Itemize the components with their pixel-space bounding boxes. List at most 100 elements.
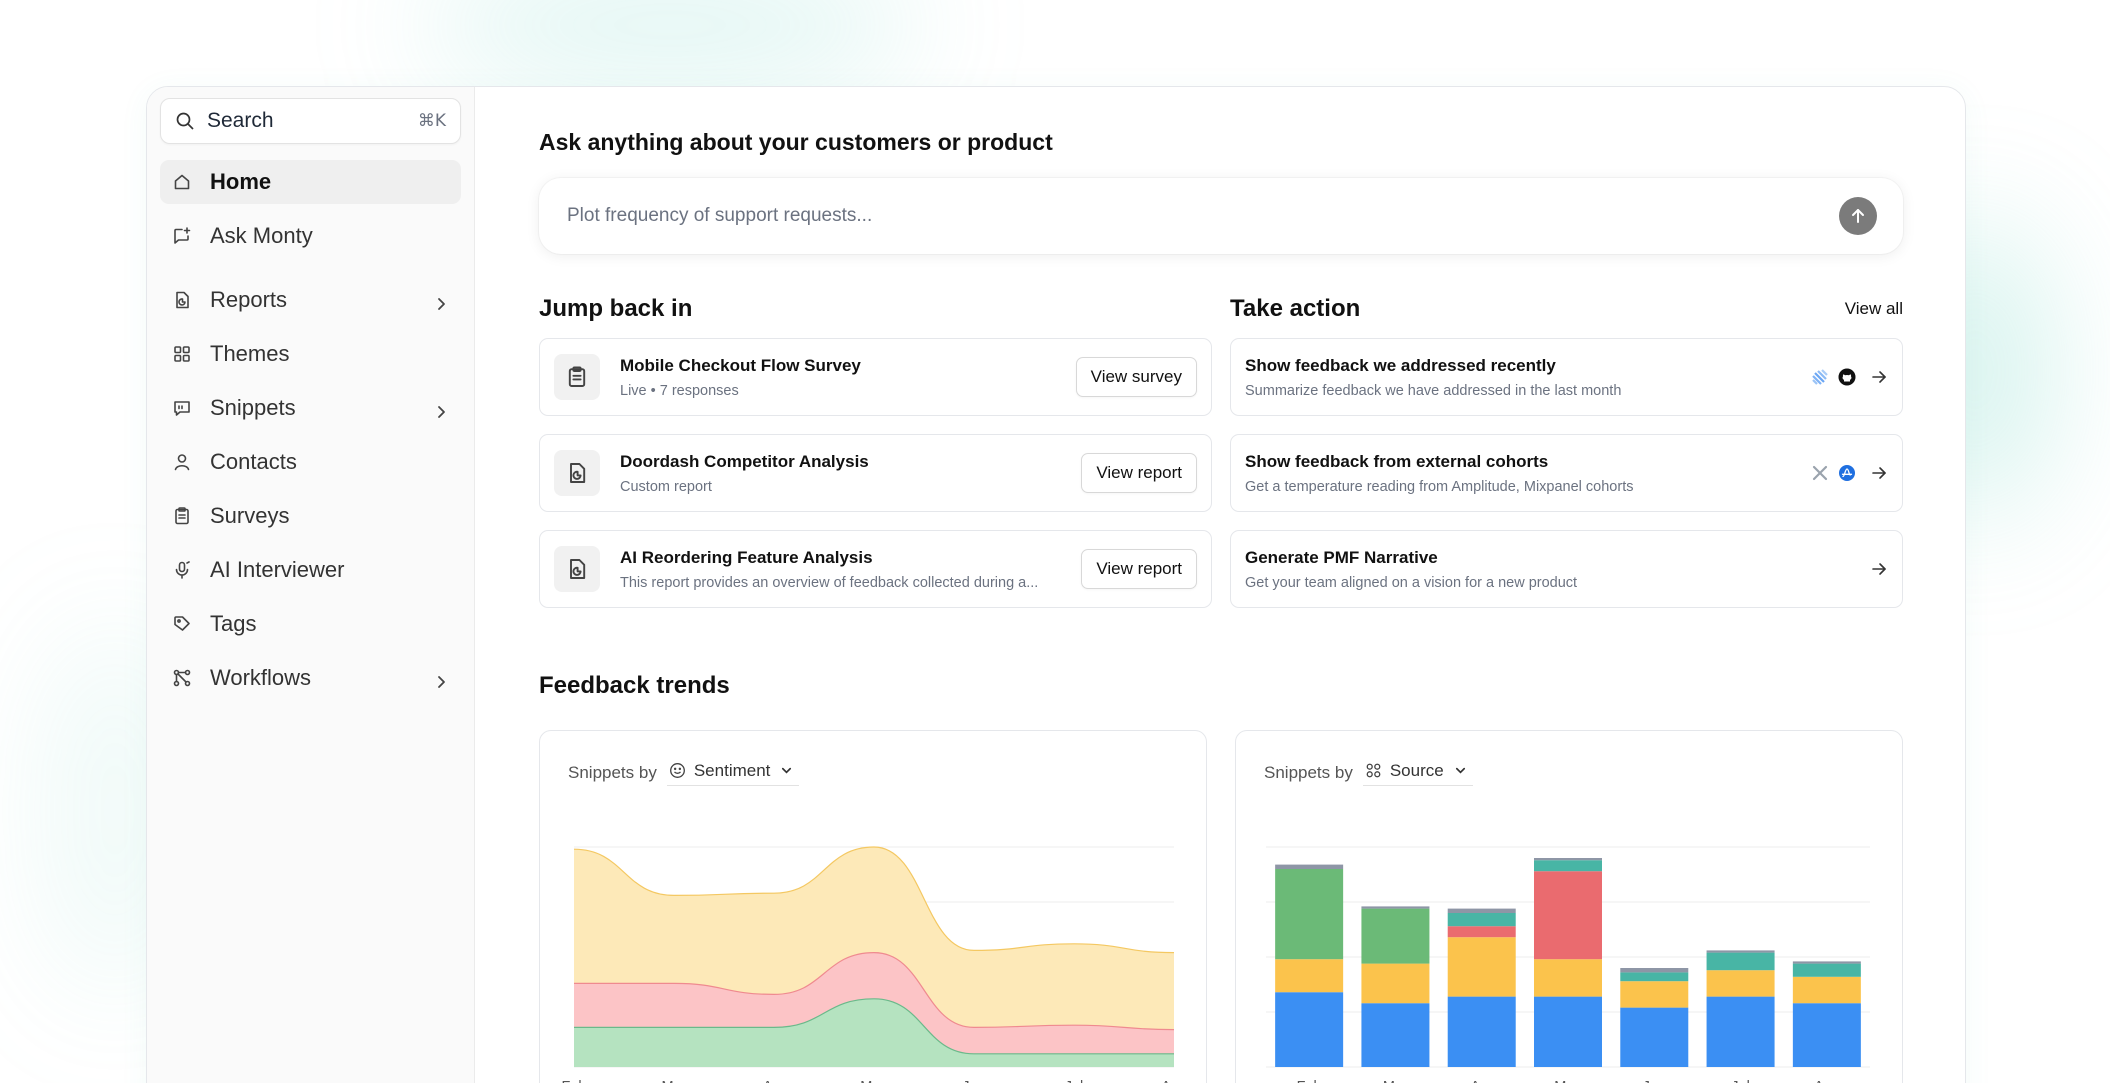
card-title: Doordash Competitor Analysis xyxy=(620,451,869,471)
sidebar-item-label: Home xyxy=(210,169,272,194)
x-tick-label: Feb xyxy=(562,1079,587,1083)
arrow-up-icon xyxy=(1852,209,1864,223)
take-action-section: Take action View all Show feedback we ad… xyxy=(1230,294,1903,626)
send-button[interactable] xyxy=(1839,197,1877,235)
sidebar-item-contacts[interactable]: Contacts xyxy=(160,440,461,484)
sidebar-item-label: Workflows xyxy=(210,665,312,690)
take-action-card[interactable]: Generate PMF Narrative Get your team ali… xyxy=(1230,530,1903,608)
sidebar-item-label: Contacts xyxy=(210,449,297,474)
bar-segment xyxy=(1534,959,1602,997)
bar-segment xyxy=(1706,970,1775,997)
ask-input[interactable] xyxy=(567,205,1839,227)
area-series-line xyxy=(574,998,1174,1055)
x-tick-label: Apr xyxy=(763,1079,786,1083)
chevron-right-icon[interactable] xyxy=(433,400,449,418)
jump-back-card[interactable]: Doordash Competitor Analysis Custom repo… xyxy=(539,434,1212,512)
sidebar-item-label: Themes xyxy=(210,341,290,366)
view-all-link[interactable]: View all xyxy=(1844,299,1903,318)
sidebar-item-label: Reports xyxy=(210,287,288,312)
home-icon xyxy=(172,172,192,192)
chevron-right-icon[interactable] xyxy=(433,670,449,688)
bar-segment xyxy=(1706,996,1775,1067)
quote-icon xyxy=(172,398,192,418)
jump-back-section: Jump back in Mobile Checkout Flow Survey… xyxy=(539,294,1212,626)
sidebar-item-snippets[interactable]: Snippets xyxy=(160,386,461,430)
sentiment-area-chart: Feb Mar Apr May Jun Jul Aug xyxy=(562,846,1187,1083)
arrow-right-icon[interactable] xyxy=(1870,560,1888,578)
bar-segment xyxy=(1620,968,1689,973)
dropdown-value: Sentiment xyxy=(693,760,771,780)
smiley-icon xyxy=(669,763,685,778)
area-series-line xyxy=(573,846,1175,954)
view-button[interactable]: View report xyxy=(1081,549,1197,589)
arrow-right-icon[interactable] xyxy=(1870,368,1888,386)
source-dropdown[interactable]: Source xyxy=(1362,761,1473,786)
chevron-down-icon xyxy=(782,767,792,774)
ask-title: Ask anything about your customers or pro… xyxy=(539,129,1053,155)
chevron-down-icon xyxy=(1455,767,1465,774)
bar-segment xyxy=(1361,1003,1430,1067)
take-action-card[interactable]: Show feedback we addressed recently Summ… xyxy=(1230,338,1903,416)
bar-segment xyxy=(1275,992,1344,1067)
sidebar-item-tags[interactable]: Tags xyxy=(160,602,461,646)
bar-segment xyxy=(1534,860,1602,872)
take-action-card[interactable]: Show feedback from external cohorts Get … xyxy=(1230,434,1903,512)
card-subtitle: Get your team aligned on a vision for a … xyxy=(1245,574,1578,591)
grid-icon xyxy=(172,344,192,364)
view-button[interactable]: View survey xyxy=(1075,357,1197,397)
sidebar-item-label: AI Interviewer xyxy=(210,557,345,582)
sidebar-item-surveys[interactable]: Surveys xyxy=(160,494,461,538)
card-title: Generate PMF Narrative xyxy=(1245,547,1438,567)
jump-back-card[interactable]: Mobile Checkout Flow Survey Live • 7 res… xyxy=(539,338,1212,416)
view-button[interactable]: View report xyxy=(1081,453,1197,493)
report-icon xyxy=(554,546,600,592)
chart-prefix: Snippets by xyxy=(568,763,657,782)
workflow-icon xyxy=(172,668,192,688)
source-bar-chart: Feb Mar Apr May Jun Jul Aug xyxy=(1266,846,1870,1083)
mixpanel-icon xyxy=(1811,464,1829,482)
bar-segment xyxy=(1275,869,1344,960)
chevron-right-icon[interactable] xyxy=(433,292,449,310)
jump-back-card[interactable]: AI Reordering Feature Analysis This repo… xyxy=(539,530,1212,608)
bar-segment xyxy=(1534,858,1602,861)
bar-segment xyxy=(1792,1003,1861,1067)
card-subtitle: Get a temperature reading from Amplitude… xyxy=(1245,478,1634,495)
x-tick-label: Mar xyxy=(1383,1079,1408,1083)
card-title: AI Reordering Feature Analysis xyxy=(620,547,873,567)
sidebar-item-ai-interviewer[interactable]: AI Interviewer xyxy=(160,548,461,592)
sidebar-item-ask-monty[interactable]: Ask Monty xyxy=(160,214,461,258)
sentiment-dropdown[interactable]: Sentiment xyxy=(666,760,800,786)
sidebar: Search ⌘K Home Ask Monty Reports Themes Snip… xyxy=(147,87,475,1083)
sidebar-item-workflows[interactable]: Workflows xyxy=(160,656,461,700)
sidebar-item-reports[interactable]: Reports xyxy=(160,278,461,322)
bar-segment xyxy=(1275,864,1344,869)
card-subtitle: Summarize feedback we have addressed in … xyxy=(1245,382,1622,399)
search-bar[interactable]: Search ⌘K xyxy=(160,98,461,144)
search-label: Search xyxy=(207,109,274,132)
github-icon xyxy=(1838,368,1856,386)
x-tick-label: Aug xyxy=(1814,1079,1840,1083)
bar-segment xyxy=(1447,926,1516,938)
search-shortcut: ⌘K xyxy=(417,111,446,131)
sidebar-item-label: Tags xyxy=(210,611,257,636)
clipboard-icon xyxy=(554,354,600,400)
card-title: Show feedback from external cohorts xyxy=(1245,451,1549,471)
clipboard-icon xyxy=(172,506,192,526)
x-tick-label: Apr xyxy=(1470,1079,1493,1083)
bar-segment xyxy=(1534,871,1602,960)
amplitude-icon xyxy=(1838,464,1856,482)
bar-segment xyxy=(1361,906,1430,909)
bar-segment xyxy=(1620,972,1689,982)
area-series xyxy=(574,998,1174,1067)
arrow-right-icon[interactable] xyxy=(1870,464,1888,482)
linear-icon xyxy=(1811,368,1829,386)
ask-box xyxy=(539,178,1903,254)
sentiment-chart-card: Snippets by Sentiment Feb Mar Apr May Jun Jul… xyxy=(539,730,1207,1083)
sidebar-item-themes[interactable]: Themes xyxy=(160,332,461,376)
app-window: Search ⌘K Home Ask Monty Reports Themes Snip… xyxy=(146,86,1966,1083)
microphone-icon xyxy=(172,560,192,580)
card-subtitle: Custom report xyxy=(620,478,712,495)
x-tick-label: Mar xyxy=(662,1079,687,1083)
sidebar-item-home[interactable]: Home xyxy=(160,160,461,204)
tag-icon xyxy=(172,614,192,634)
